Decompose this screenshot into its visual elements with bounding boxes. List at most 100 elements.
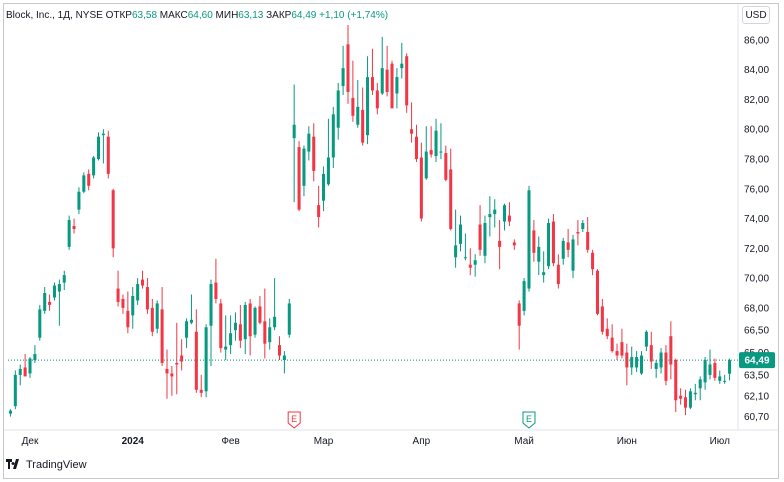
candle-body [131, 295, 135, 316]
candle-body [253, 307, 257, 335]
earnings-marker-label: E [291, 414, 297, 424]
candle-body [556, 264, 560, 285]
candle-body [449, 169, 453, 229]
candle-body [18, 368, 22, 375]
candle-body [214, 282, 218, 299]
time-axis[interactable]: Дек 2024 Фев Мар Апр Май Июн Июл [4, 429, 778, 447]
candle-body [424, 151, 428, 179]
x-tick-label: Мар [314, 436, 334, 447]
y-tick-label: 82,00 [744, 95, 769, 106]
open-label: ОТКР [105, 10, 132, 21]
candle-body [351, 97, 355, 116]
y-tick-label: 84,00 [744, 65, 769, 76]
candle-body [679, 395, 683, 399]
candle-body [322, 173, 326, 201]
x-tick-label: 2024 [122, 436, 145, 447]
currency-button[interactable]: USD [742, 6, 770, 24]
candle-body [92, 157, 96, 176]
candle-body [454, 245, 458, 258]
candle-body [229, 333, 233, 346]
candle-body [551, 221, 555, 264]
candle-body [375, 90, 379, 109]
low-value: 63,13 [238, 10, 264, 21]
tradingview-branding[interactable]: TradingView [6, 458, 87, 472]
candle-body [595, 270, 599, 314]
symbol-legend: Block, Inc., 1Д, NYSE ОТКР63,58 МАКС64,6… [6, 10, 388, 21]
candle-body [341, 68, 345, 87]
candle-body [478, 224, 482, 250]
candle-body [165, 368, 169, 374]
candle-body [458, 224, 463, 244]
earnings-marker[interactable]: E [522, 411, 536, 429]
candle-body [62, 275, 66, 283]
candle-body [317, 205, 321, 218]
candle-body [439, 151, 443, 153]
candle-body [434, 130, 438, 157]
candle-body [302, 148, 306, 186]
candle-body [498, 240, 502, 247]
candle-body [483, 223, 487, 256]
candle-body [224, 346, 228, 350]
candle-body [52, 285, 56, 298]
x-tick-label: Фев [221, 436, 239, 447]
y-tick-label: 62,10 [744, 391, 769, 402]
candle-body [111, 190, 115, 249]
symbol-name: Block, Inc., 1Д, NYSE [6, 10, 103, 21]
candle-body [542, 272, 546, 276]
candle-body [507, 215, 511, 222]
tradingview-name: TradingView [26, 459, 87, 471]
candle-body [444, 153, 448, 180]
candle-body [96, 136, 101, 159]
candle-body [385, 69, 389, 92]
candle-body [82, 175, 86, 192]
candle-body [713, 362, 717, 378]
candle-body [581, 223, 585, 229]
y-tick-label: 63,50 [744, 370, 769, 381]
candle-body [219, 303, 223, 349]
x-tick-label: Апр [413, 436, 431, 447]
candle-body [189, 319, 193, 323]
x-tick-label: Дек [22, 436, 39, 447]
candle-body [160, 309, 164, 363]
candle-body [8, 410, 12, 414]
candle-body [561, 240, 565, 259]
candle-body [571, 239, 575, 271]
candle-body [194, 331, 198, 390]
candle-body [361, 109, 365, 143]
y-tick-label: 86,00 [744, 35, 769, 46]
earnings-marker-shape [522, 411, 536, 429]
y-tick-label: 68,00 [744, 303, 769, 314]
candle-body [248, 303, 252, 337]
candle-body [199, 389, 203, 393]
candle-body [630, 357, 634, 368]
candle-body [600, 306, 604, 332]
candle-body [106, 136, 110, 174]
candle-body [263, 321, 267, 344]
candle-body [517, 303, 521, 326]
candle-body [43, 293, 47, 311]
earnings-marker[interactable]: E [287, 411, 301, 429]
candle-body [674, 360, 678, 401]
candle-body [28, 358, 32, 374]
candle-body [718, 376, 722, 381]
candle-body [527, 190, 531, 289]
candle-body [380, 68, 384, 94]
candle-body [277, 345, 282, 356]
candle-body [145, 287, 149, 310]
candle-body [576, 231, 580, 234]
candle-body [728, 360, 732, 374]
candle-body [48, 301, 52, 305]
open-value: 63,58 [131, 10, 158, 21]
candle-body [238, 324, 242, 341]
candle-body [591, 252, 595, 270]
candle-body [297, 147, 301, 210]
candle-body [180, 355, 184, 362]
candle-body [414, 136, 418, 159]
candle-body [644, 331, 648, 347]
candle-body [243, 304, 247, 340]
close-label: ЗАКР [266, 10, 292, 21]
candle-body [57, 284, 61, 292]
high-label: МАКС [159, 10, 188, 21]
